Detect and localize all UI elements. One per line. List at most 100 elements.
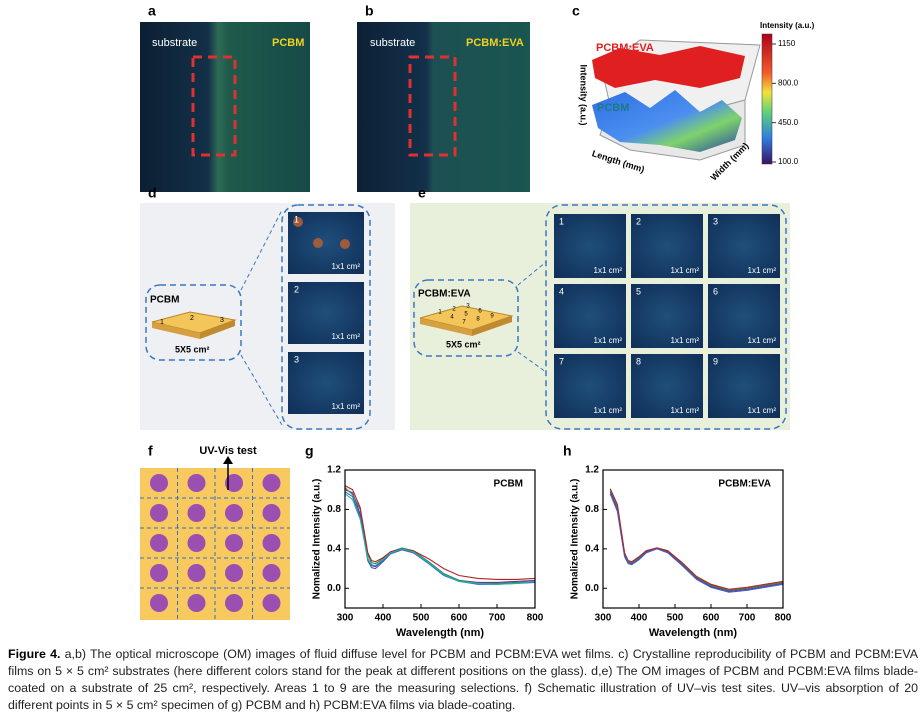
y-axis-label: Nomalized Intensity (a.u.) [312,479,323,600]
y-axis-label: Nomalized Intensity (a.u.) [570,479,581,600]
arrow-head [223,456,233,464]
test-site [225,534,243,552]
tile-number: 6 [713,286,718,296]
substrate [472,316,512,336]
callout [145,284,242,361]
point-label: 8 [476,317,480,323]
test-site [150,504,168,522]
tile-number: 3 [294,354,299,364]
tile-area: 1x1 cm² [748,336,777,345]
test-site [262,504,281,522]
tile-area: 1x1 cm² [671,406,700,415]
y-tick-label: 1.2 [327,465,341,476]
om-tile [554,284,626,348]
region-label: PCBM:EVA [466,37,524,49]
colorbar-tick-label: 1150 [778,39,796,48]
substrate [152,322,200,339]
point-label: 3 [466,304,470,310]
micrograph [140,22,310,192]
x-tick-label: 800 [527,613,544,624]
y-tick-label: 1.2 [585,465,599,476]
tile-area: 1x1 cm² [671,336,700,345]
om-tile [708,354,780,418]
substrate-label: 5X5 cm² [446,339,481,349]
test-site [225,594,243,612]
callout [545,204,787,430]
om-tile [631,354,703,418]
point-label: 1 [438,310,442,316]
test-site [187,594,206,612]
tile-number: 4 [559,286,564,296]
x-tick-label: 600 [703,613,720,624]
tile-number: 7 [559,356,564,366]
surface-label: PCBM:EVA [596,42,654,54]
defect [313,238,323,248]
point-label: 3 [220,317,224,324]
tile-number: 9 [713,356,718,366]
point-label: 9 [490,314,494,320]
test-site [150,534,168,552]
region-label: substrate [370,37,415,49]
surface [592,46,745,88]
substrate-label: 5X5 cm² [175,344,210,354]
tile-number: 5 [636,286,641,296]
region-label: PCBM [272,37,304,49]
substrate [200,320,235,339]
panel-label: g [305,443,314,459]
point-label: 6 [478,309,482,315]
test-site [187,504,206,522]
y-tick-label: 0.8 [327,504,341,515]
panel-label: e [418,185,426,201]
x-tick-label: 600 [451,613,468,624]
tile-area: 1x1 cm² [748,406,777,415]
x-tick-label: 400 [631,613,648,624]
chart-title: PCBM:EVA [718,479,771,490]
om-tile [631,214,703,278]
axis-label: Length (mm) [591,148,646,174]
x-tick-label: 500 [413,613,430,624]
point-label: 2 [452,307,456,313]
x-tick-label: 300 [595,613,612,624]
tile-area: 1x1 cm² [332,262,361,271]
sample-label: PCBM [150,295,179,306]
om-tile [631,284,703,348]
micrograph [357,22,530,192]
spectrum-line [344,493,536,585]
sample-label: PCBM:EVA [418,289,471,300]
x-tick-label: 500 [667,613,684,624]
connector [240,209,283,291]
chart-title: PCBM [494,479,523,490]
plot-frame [344,469,536,609]
test-site [262,534,281,552]
test-site [225,504,243,522]
y-tick-label: 0.4 [327,543,341,554]
point-label: 1 [160,319,164,326]
tile-area: 1x1 cm² [332,332,361,341]
spectrum-line [609,489,784,591]
defect [293,217,303,227]
tile-number: 8 [636,356,641,366]
panel-label: a [148,3,156,19]
panel-label: f [148,443,153,459]
test-site [150,594,168,612]
tile-area: 1x1 cm² [594,406,623,415]
om-tile [554,354,626,418]
connector [517,351,547,373]
colorbar-tick-label: 100.0 [778,157,799,166]
tile-number: 1 [294,214,299,224]
figure: a substrate PCBM b substrate PCBM:EVA c … [140,3,815,639]
y-tick-label: 0.4 [585,543,599,554]
surface-label: PCBM [597,102,629,114]
test-site [187,534,206,552]
point-label: 5 [464,312,468,318]
om-tile [288,282,364,344]
point-label: 2 [190,315,194,322]
x-axis-label: Wavelength (nm) [396,627,485,639]
test-site [262,594,281,612]
defect [340,239,350,249]
selection-box [191,55,237,157]
spectrum-line [609,493,784,593]
tile-number: 2 [294,284,299,294]
x-tick-label: 800 [775,613,792,624]
x-tick-label: 700 [739,613,756,624]
